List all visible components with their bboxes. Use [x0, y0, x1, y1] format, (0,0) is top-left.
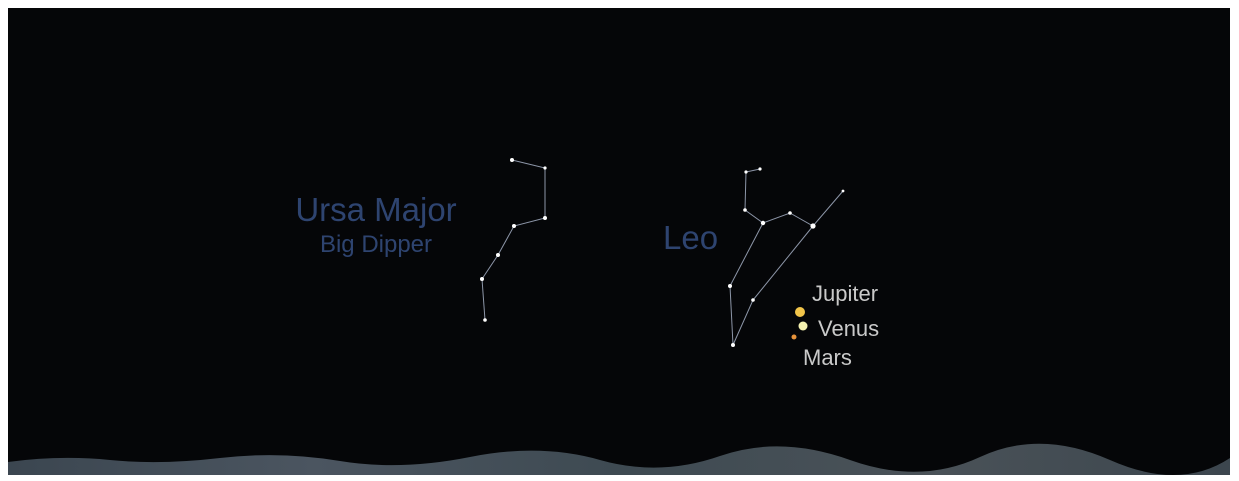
venus-dot	[799, 322, 808, 331]
planet-label: Jupiter	[812, 281, 878, 306]
constellation-name: Leo	[663, 219, 718, 256]
mars-dot	[792, 335, 797, 340]
sky	[8, 8, 1230, 475]
planet-label: Mars	[803, 345, 852, 370]
planet-label: Venus	[818, 316, 879, 341]
sky-chart: Ursa Major Big Dipper Leo Jupiter Venus …	[0, 0, 1239, 481]
jupiter-dot	[795, 307, 805, 317]
constellation-subtitle: Big Dipper	[320, 231, 432, 258]
constellation-name: Ursa Major	[295, 191, 456, 228]
